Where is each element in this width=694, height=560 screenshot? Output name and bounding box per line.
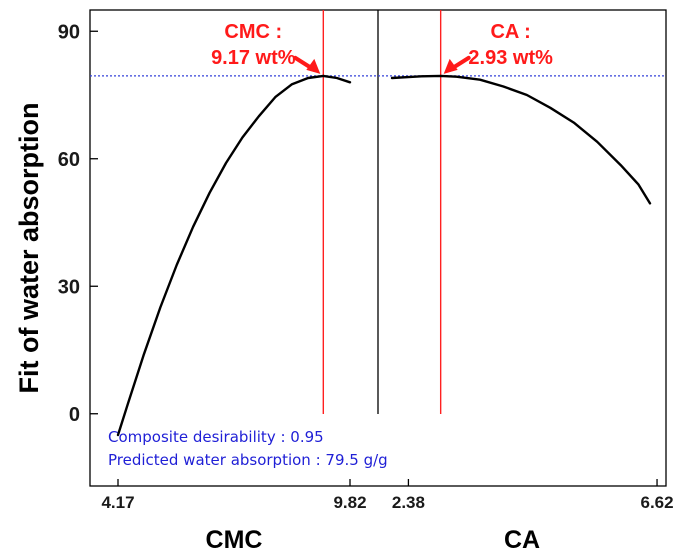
y-axis-title: Fit of water absorption: [14, 102, 44, 393]
x-axis-ticks: 4.17 9.82 2.38 6.62: [101, 479, 674, 512]
x-axis-title-ca: CA: [504, 526, 540, 554]
callout-value-cmc: 9.17 wt%: [211, 47, 296, 69]
optimum-lines: [322, 10, 442, 414]
y-axis-ticks: 0 30 60 90: [58, 21, 98, 426]
x-axis-title-cmc: CMC: [206, 526, 263, 554]
callout-value-ca: 2.93 wt%: [468, 47, 553, 69]
callouts: CMC : 9.17 wt% CA : 2.93 wt%: [211, 21, 553, 74]
x-tick-label-ca: 2.38: [392, 493, 425, 512]
y-tick-label: 0: [69, 404, 80, 426]
callout-arrowhead-cmc: [306, 58, 321, 74]
y-tick-label: 60: [58, 149, 80, 171]
callout-label-cmc: CMC :: [224, 21, 282, 43]
x-tick-label-ca: 6.62: [640, 493, 673, 512]
x-tick-label-cmc: 9.82: [333, 493, 366, 512]
y-tick-label: 30: [58, 276, 80, 298]
callout-arrowhead-ca: [443, 58, 458, 74]
curves: [116, 74, 652, 437]
predicted-absorption-text: Predicted water absorption : 79.5 g/g: [108, 451, 388, 469]
curve-cmc: [116, 74, 352, 437]
curve-ca: [390, 74, 652, 205]
x-tick-label-cmc: 4.17: [101, 493, 134, 512]
composite-desirability-text: Composite desirability : 0.95: [108, 428, 324, 446]
y-tick-label: 90: [58, 21, 80, 43]
callout-label-ca: CA :: [490, 21, 530, 43]
